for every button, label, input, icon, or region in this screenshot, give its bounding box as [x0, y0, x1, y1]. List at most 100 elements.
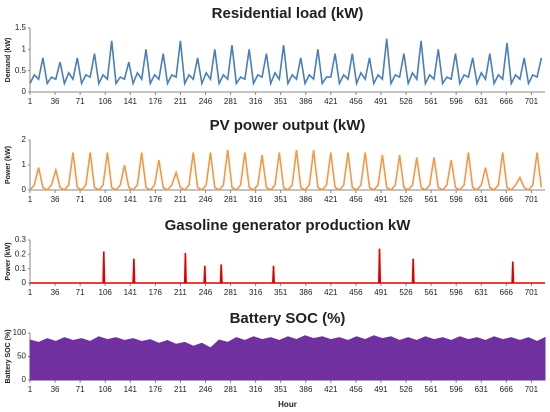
x-tick-label: 141	[124, 288, 138, 297]
x-tick-label: 631	[475, 97, 489, 106]
x-tick-label: 351	[274, 195, 288, 204]
x-tick-label: 211	[174, 385, 187, 394]
x-tick-label: 141	[124, 385, 138, 394]
y-tick-label: 50	[17, 352, 26, 361]
x-tick-label: 631	[475, 288, 489, 297]
x-tick-label: 596	[450, 195, 464, 204]
series-line	[29, 149, 543, 192]
x-tick-label: 351	[274, 288, 288, 297]
x-tick-label: 631	[475, 195, 489, 204]
x-tick-label: 71	[76, 288, 85, 297]
x-axis-label: Hour	[278, 400, 297, 409]
x-tick-label: 106	[99, 385, 113, 394]
x-tick-label: 526	[399, 385, 413, 394]
x-tick-label: 491	[374, 97, 388, 106]
x-tick-label: 456	[349, 288, 363, 297]
x-tick-label: 106	[99, 195, 113, 204]
x-tick-label: 36	[51, 97, 60, 106]
x-tick-label: 526	[399, 97, 413, 106]
x-tick-label: 386	[299, 288, 313, 297]
x-tick-label: 596	[450, 288, 464, 297]
x-tick-label: 316	[249, 288, 263, 297]
x-tick-label: 211	[174, 288, 187, 297]
y-axis-label: Power (kW)	[5, 242, 12, 280]
x-tick-label: 701	[525, 288, 539, 297]
x-tick-label: 246	[199, 97, 213, 106]
x-tick-label: 491	[374, 195, 388, 204]
x-tick-label: 176	[149, 195, 163, 204]
x-tick-label: 36	[51, 288, 60, 297]
x-tick-label: 456	[349, 97, 363, 106]
x-tick-label: 701	[525, 195, 539, 204]
x-tick-label: 1	[28, 288, 33, 297]
x-tick-label: 316	[249, 385, 263, 394]
x-tick-label: 176	[149, 385, 163, 394]
x-tick-label: 351	[274, 385, 288, 394]
x-tick-label: 456	[349, 195, 363, 204]
x-tick-label: 141	[124, 195, 138, 204]
x-tick-label: 176	[149, 97, 163, 106]
y-tick-label: 0	[22, 185, 27, 194]
panel: Gasoline generator production kW Power (k…	[5, 217, 545, 297]
x-tick-label: 36	[51, 385, 60, 394]
x-tick-label: 106	[99, 97, 113, 106]
x-tick-label: 71	[76, 195, 85, 204]
x-tick-label: 281	[224, 97, 238, 106]
x-tick-label: 316	[249, 97, 263, 106]
x-tick-label: 71	[76, 97, 85, 106]
panel-title: Residential load (kW)	[212, 5, 364, 22]
x-tick-label: 211	[174, 97, 187, 106]
x-tick-label: 386	[299, 97, 313, 106]
x-tick-label: 701	[525, 97, 539, 106]
x-tick-label: 666	[500, 97, 514, 106]
x-tick-label: 1	[28, 385, 33, 394]
x-tick-label: 141	[124, 97, 138, 106]
x-tick-label: 281	[224, 288, 238, 297]
x-tick-label: 36	[51, 195, 60, 204]
x-tick-label: 666	[500, 195, 514, 204]
x-tick-label: 561	[424, 97, 438, 106]
x-tick-label: 246	[199, 288, 213, 297]
x-tick-label: 596	[450, 97, 464, 106]
x-tick-label: 561	[424, 195, 438, 204]
series-line	[30, 248, 545, 284]
x-tick-label: 176	[149, 288, 163, 297]
y-tick-label: 1	[22, 44, 27, 53]
x-tick-label: 421	[324, 97, 338, 106]
y-axis-label: Battery SOC (%)	[5, 329, 12, 383]
x-tick-label: 666	[500, 288, 514, 297]
x-tick-label: 351	[274, 97, 288, 106]
x-tick-label: 421	[324, 288, 338, 297]
panel-title: Gasoline generator production kW	[165, 217, 412, 234]
y-tick-label: 100	[13, 328, 27, 337]
x-tick-label: 246	[199, 195, 213, 204]
x-tick-label: 491	[374, 385, 388, 394]
x-tick-label: 701	[525, 385, 539, 394]
y-tick-label: 0	[22, 278, 27, 287]
x-tick-label: 666	[500, 385, 514, 394]
y-tick-label: 1	[22, 160, 27, 169]
x-tick-label: 106	[99, 288, 113, 297]
x-tick-label: 281	[224, 385, 238, 394]
x-tick-label: 596	[450, 385, 464, 394]
x-tick-label: 526	[399, 195, 413, 204]
x-tick-label: 246	[199, 385, 213, 394]
y-axis-label: Demand (kW)	[5, 38, 12, 83]
series-line	[29, 38, 543, 87]
y-tick-label: 0.2	[15, 249, 27, 258]
y-tick-label: 0.3	[15, 235, 27, 244]
x-tick-label: 421	[324, 195, 338, 204]
y-tick-label: 0	[22, 375, 27, 384]
x-tick-label: 316	[249, 195, 263, 204]
x-tick-label: 526	[399, 288, 413, 297]
x-tick-label: 211	[174, 195, 187, 204]
y-tick-label: 0	[22, 87, 27, 96]
y-tick-label: 0.5	[15, 66, 27, 75]
panel: Battery SOC (%) Battery SOC (%) Hour 0 50 100…	[5, 310, 546, 409]
x-tick-label: 421	[324, 385, 338, 394]
x-tick-label: 386	[299, 195, 313, 204]
y-tick-label: 2	[22, 135, 27, 144]
x-tick-label: 561	[424, 288, 438, 297]
